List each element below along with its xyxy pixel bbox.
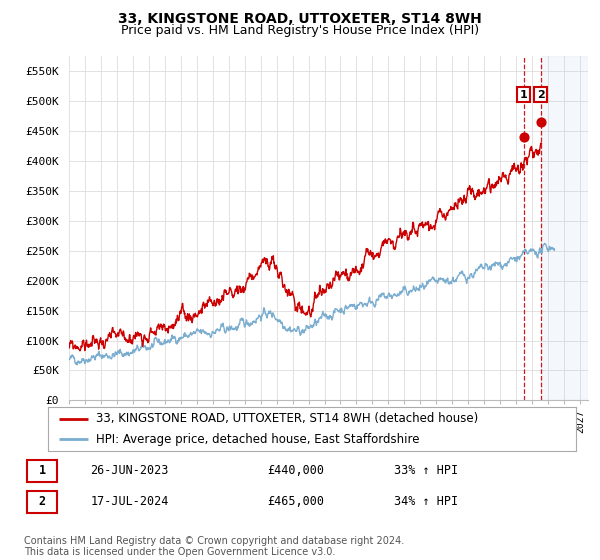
Text: HPI: Average price, detached house, East Staffordshire: HPI: Average price, detached house, East… [95,432,419,446]
Text: 26-JUN-2023: 26-JUN-2023 [90,464,169,478]
Point [536,118,545,127]
Text: 1: 1 [520,90,527,100]
Text: Contains HM Land Registry data © Crown copyright and database right 2024.
This d: Contains HM Land Registry data © Crown c… [24,535,404,557]
Text: 34% ↑ HPI: 34% ↑ HPI [394,495,458,508]
Text: 2: 2 [38,495,46,508]
Text: 2: 2 [537,90,545,100]
Text: Price paid vs. HM Land Registry's House Price Index (HPI): Price paid vs. HM Land Registry's House … [121,24,479,36]
Bar [541,56,588,400]
Text: 33% ↑ HPI: 33% ↑ HPI [394,464,458,478]
Text: £440,000: £440,000 [267,464,324,478]
FancyBboxPatch shape [27,491,57,512]
Point [519,132,529,141]
Text: 1: 1 [38,464,46,478]
Text: £465,000: £465,000 [267,495,324,508]
Text: 33, KINGSTONE ROAD, UTTOXETER, ST14 8WH (detached house): 33, KINGSTONE ROAD, UTTOXETER, ST14 8WH … [95,412,478,426]
FancyBboxPatch shape [27,460,57,482]
Text: 17-JUL-2024: 17-JUL-2024 [90,495,169,508]
Text: 33, KINGSTONE ROAD, UTTOXETER, ST14 8WH: 33, KINGSTONE ROAD, UTTOXETER, ST14 8WH [118,12,482,26]
